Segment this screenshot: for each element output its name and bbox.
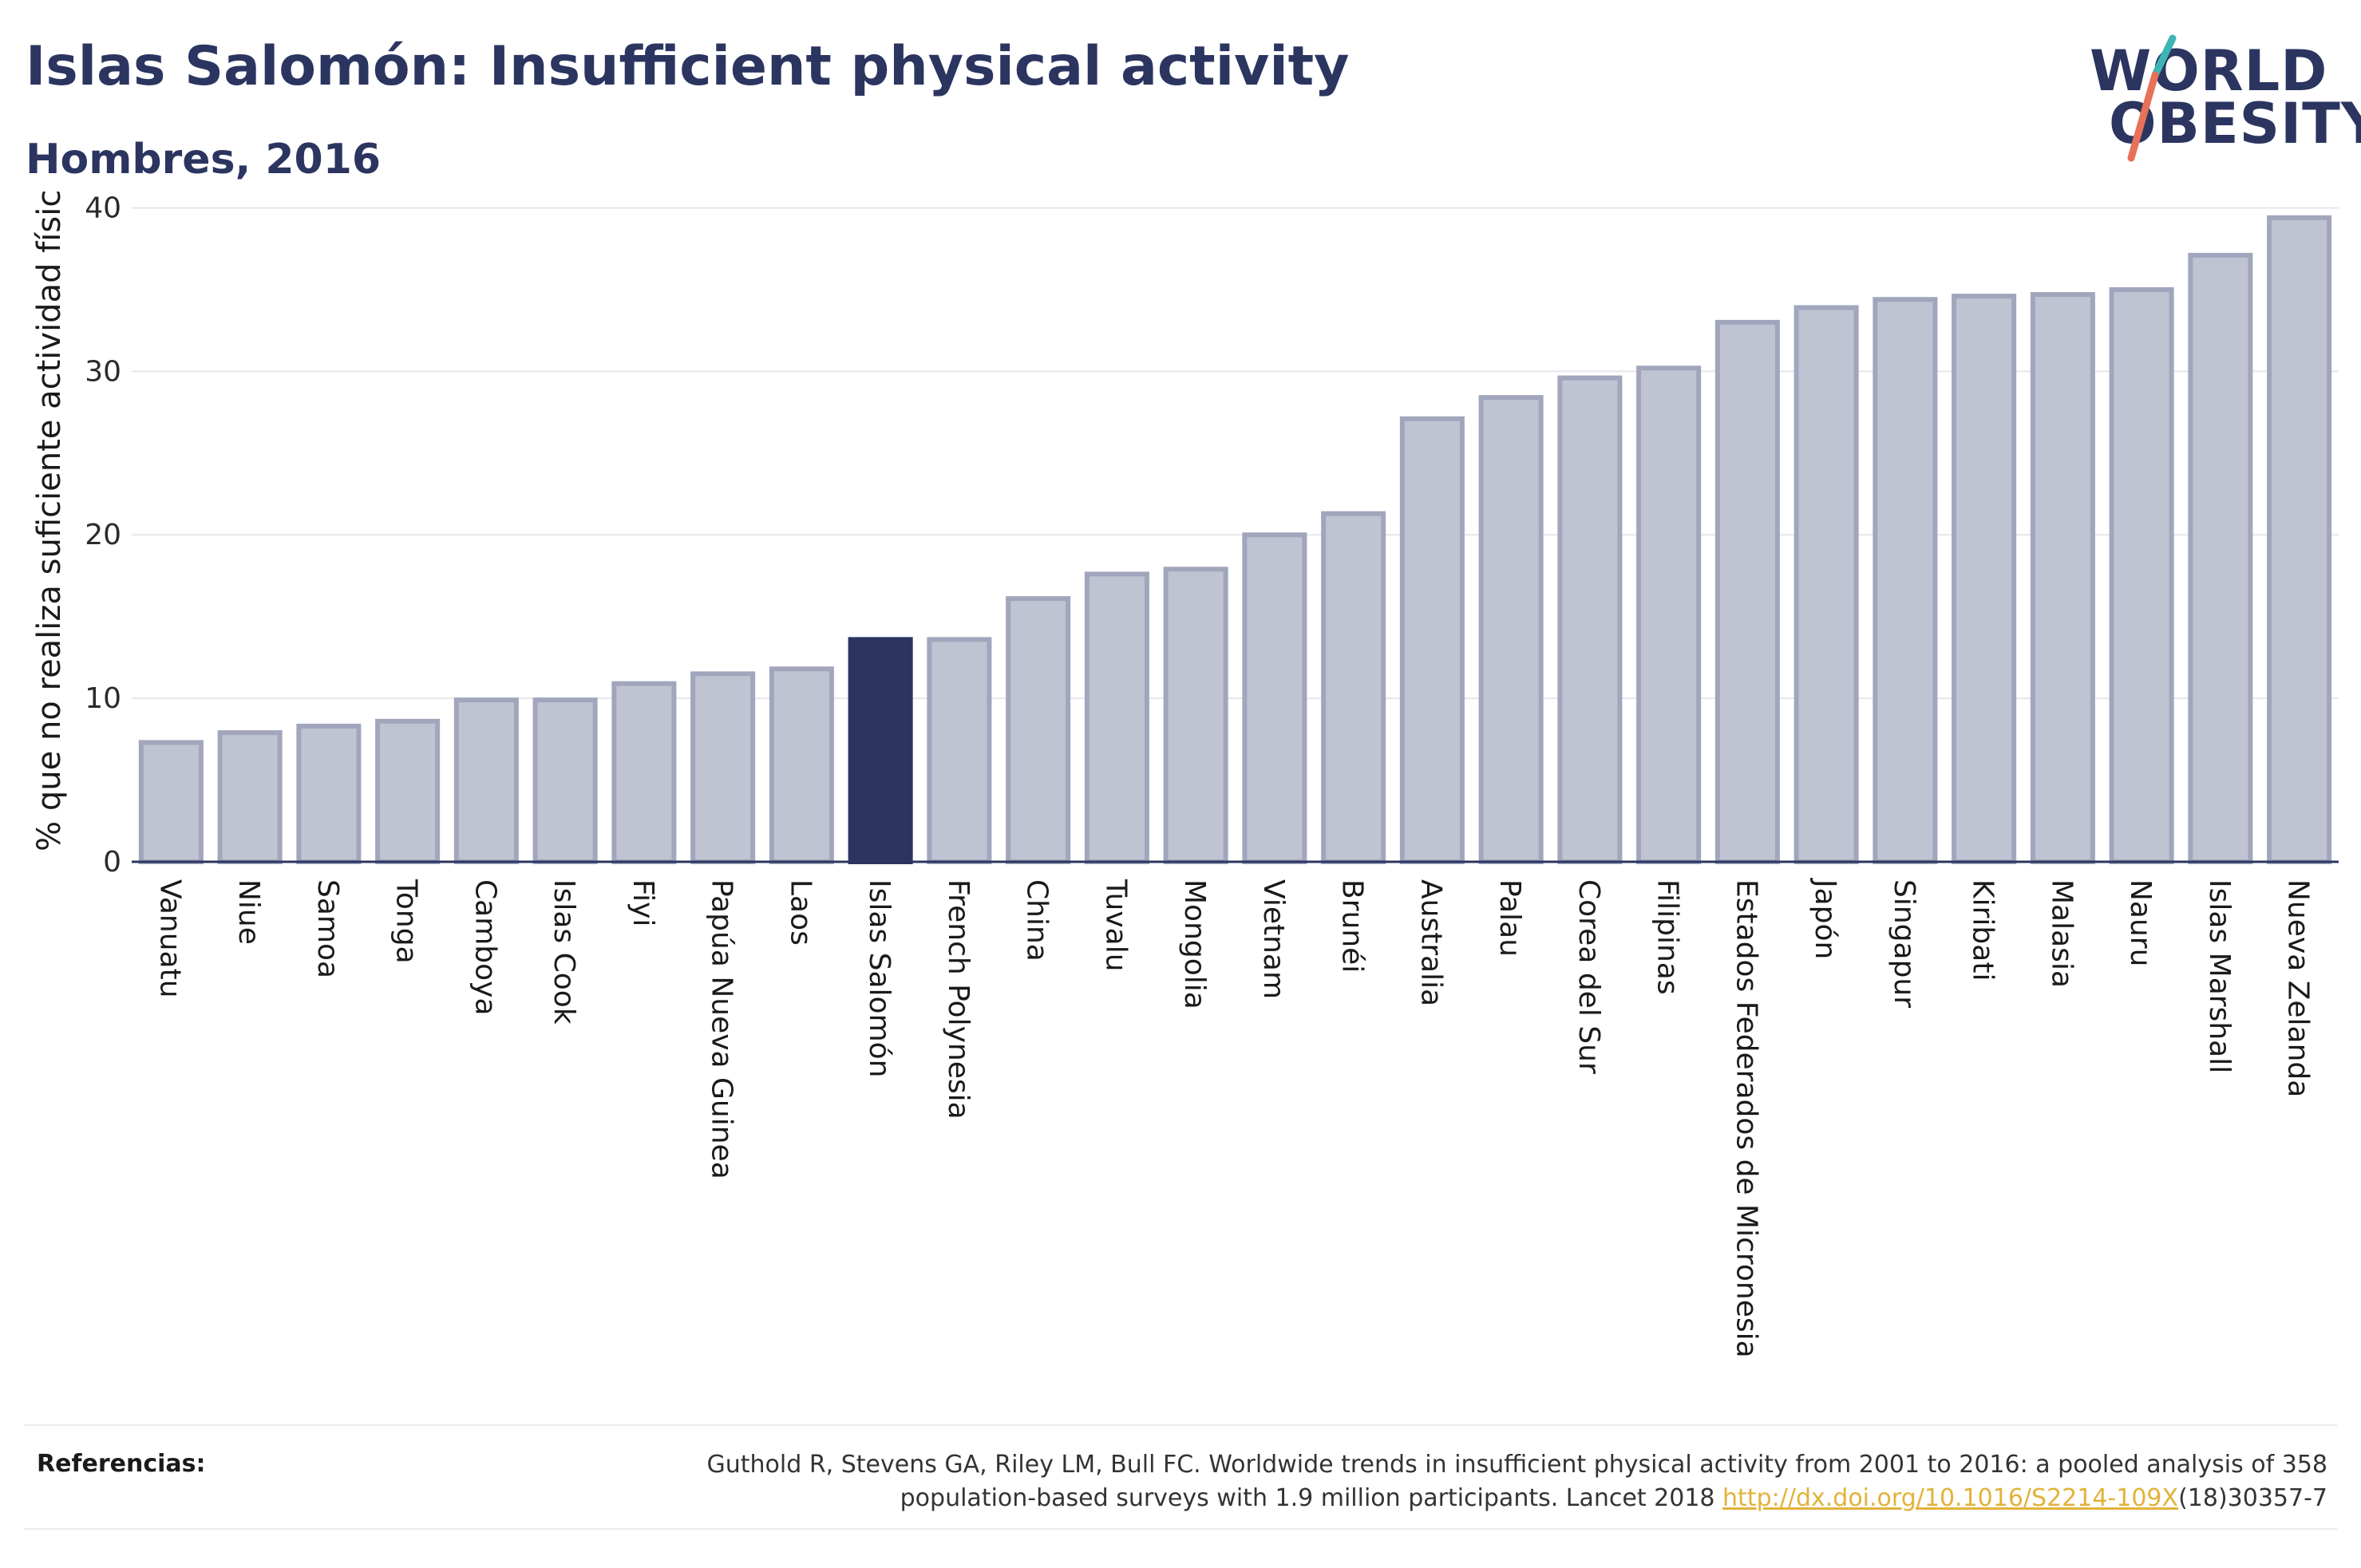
bar-corea-del-sur <box>1557 375 1623 864</box>
x-tick-label: Filipinas <box>1651 879 1684 995</box>
x-tick-label: Malasia <box>2045 879 2078 988</box>
bar-brunéi <box>1321 511 1386 864</box>
x-tick-label: Corea del Sur <box>1572 879 1605 1074</box>
x-tick-label: Kiribati <box>1967 879 1999 981</box>
y-tick-label: 20 <box>85 519 121 551</box>
x-tick-label: Australia <box>1414 879 1447 1006</box>
x-tick-label: Samoa <box>311 879 344 978</box>
bar-islas-marshall <box>2188 252 2253 864</box>
bar-vanuatu <box>138 740 204 864</box>
bar-mongolia <box>1163 567 1228 864</box>
bar-tonga <box>375 718 441 864</box>
bar-filipinas <box>1636 365 1702 864</box>
x-tick-label: Islas Cook <box>548 879 580 1025</box>
y-tick-label: 0 <box>103 846 121 879</box>
bar-vietnam <box>1242 532 1307 864</box>
references-text: Guthold R, Stevens GA, Riley LM, Bull FC… <box>492 1448 2327 1515</box>
x-tick-label: Singapur <box>1888 879 1920 1008</box>
logo-line-1: WORLD <box>2090 38 2328 104</box>
x-tick-label: Vanuatu <box>153 879 186 998</box>
x-tick-label: Palau <box>1493 879 1526 957</box>
references-label: Referencias: <box>37 1450 206 1478</box>
y-tick-label: 10 <box>85 682 121 715</box>
logo-slash-icon <box>2127 34 2177 162</box>
x-tick-label: French Polynesia <box>942 879 975 1120</box>
x-tick-label: Laos <box>784 879 817 946</box>
world-obesity-logo[interactable]: WORLD OBESITY <box>2075 22 2361 166</box>
reference-line-2: population-based surveys with 1.9 millio… <box>900 1484 1723 1512</box>
bar-japón <box>1793 305 1859 864</box>
bar-malasia <box>2030 292 2095 864</box>
reference-line-1: Guthold R, Stevens GA, Riley LM, Bull FC… <box>706 1451 2327 1479</box>
x-tick-label: Brunéi <box>1336 879 1369 973</box>
x-tick-label: Estados Federados de Micronesia <box>1730 879 1762 1358</box>
x-tick-label: Camboya <box>469 879 501 1016</box>
x-tick-label: Fiyi <box>627 879 659 926</box>
bar-camboya <box>453 697 519 864</box>
x-tick-label: Mongolia <box>1178 879 1211 1009</box>
bar-australia <box>1399 416 1465 864</box>
x-tick-label: Nueva Zelanda <box>2282 879 2315 1097</box>
bar-nauru <box>2109 286 2174 865</box>
bar-china <box>1006 596 1071 864</box>
bar-papúa-nueva-guinea <box>690 671 756 865</box>
bar-niue <box>217 730 283 865</box>
bar-palau <box>1478 395 1544 864</box>
bar-estados-federados-de-micronesia <box>1714 319 1780 864</box>
chart-title: Islas Salomón: Insufficient physical act… <box>26 35 1350 98</box>
references-section: Referencias: Guthold R, Stevens GA, Rile… <box>24 1424 2337 1530</box>
bar-islas-cook <box>532 697 598 864</box>
x-tick-label: Nauru <box>2124 879 2157 966</box>
y-tick-label: 30 <box>85 355 121 388</box>
y-axis-title: % que no realiza suficiente actividad fí… <box>31 192 68 851</box>
bar-kiribati <box>1952 294 2017 864</box>
logo-line-2: OBESITY <box>2109 91 2361 156</box>
bar-laos <box>769 666 834 864</box>
bar-singapur <box>1873 297 1938 865</box>
bar-nueva-zelanda <box>2267 215 2332 864</box>
reference-line-2-end: (18)30357-7 <box>2178 1484 2327 1512</box>
chart-subtitle: Hombres, 2016 <box>26 136 382 184</box>
bar-islas-salomón <box>848 637 913 864</box>
x-tick-label: Tonga <box>390 879 423 964</box>
reference-doi-link[interactable]: http://dx.doi.org/10.1016/S2214-109X <box>1722 1484 2179 1512</box>
bar-tuvalu <box>1084 571 1149 864</box>
x-tick-label: China <box>1021 879 1054 962</box>
bar-chart: 0 10 20 30 40 Vanuatu Niue Samoa Tonga Camboya Isl… <box>31 192 2339 1358</box>
y-tick-label: 40 <box>85 192 121 224</box>
bar-fiyi <box>611 681 677 864</box>
x-tick-label: Niue <box>232 879 265 945</box>
x-tick-label: Vietnam <box>1257 879 1290 999</box>
x-tick-label: Islas Salomón <box>863 879 896 1077</box>
bar-samoa <box>296 723 362 865</box>
x-tick-label: Tuvalu <box>1099 879 1132 972</box>
x-tick-label: Japón <box>1809 878 1841 959</box>
x-tick-label: Islas Marshall <box>2203 879 2236 1073</box>
bar-french-polynesia <box>927 637 992 864</box>
x-tick-label: Papúa Nueva Guinea <box>706 879 738 1179</box>
